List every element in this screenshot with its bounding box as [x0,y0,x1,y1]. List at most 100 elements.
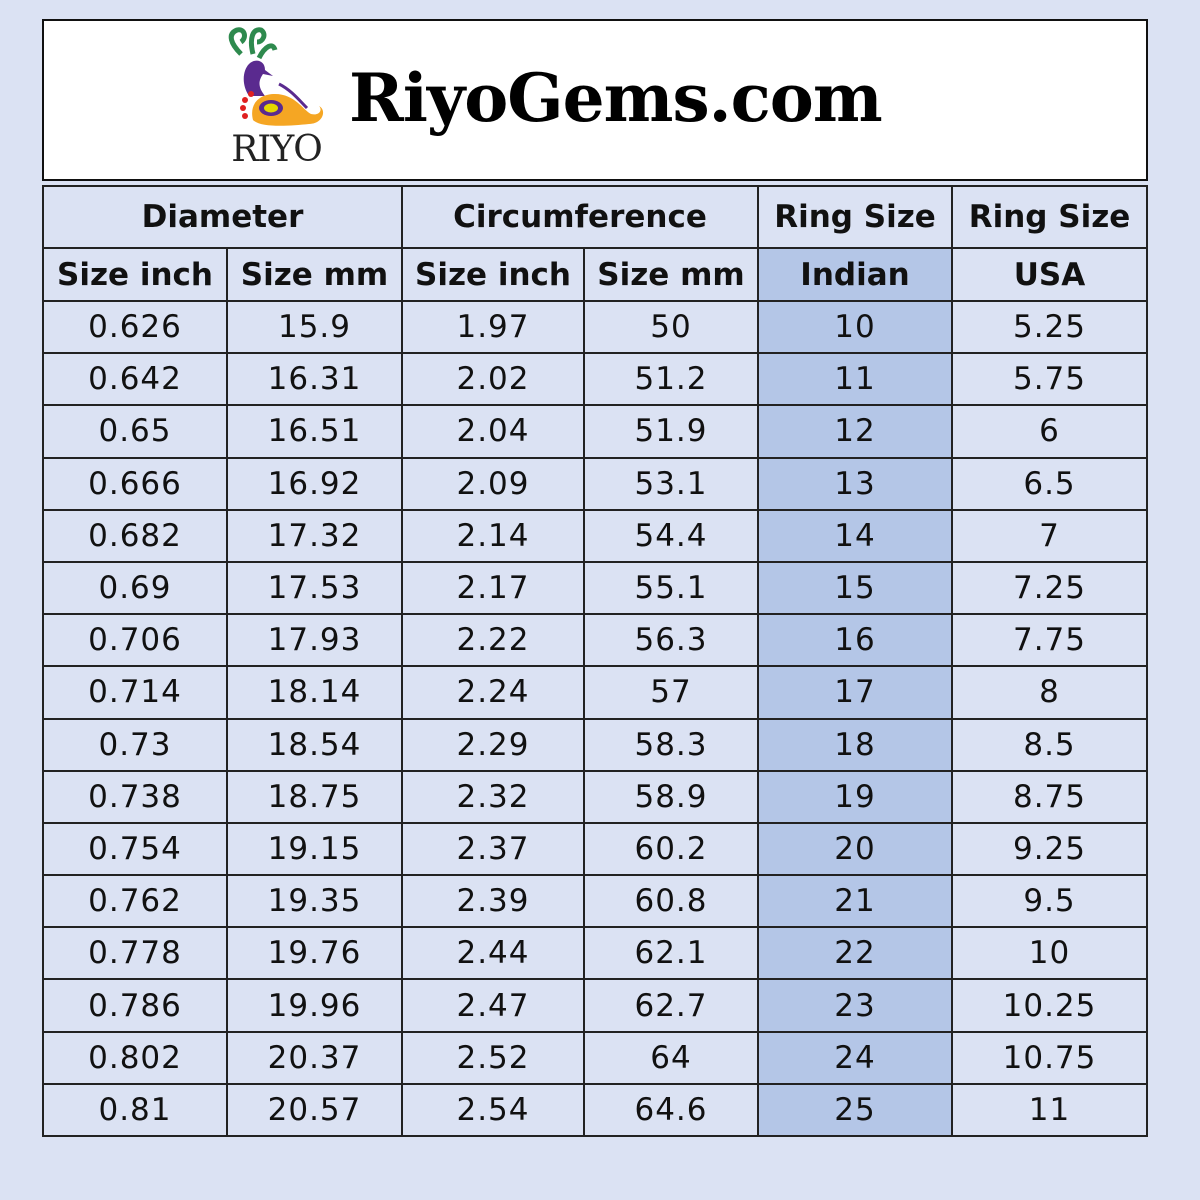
table-cell: 2.39 [401,874,585,929]
subheader-usa: USA [951,247,1148,302]
table-cell: 16.51 [226,404,403,459]
table-cell: 17.93 [226,613,403,668]
table-cell: 54.4 [583,508,759,563]
table-cell: 6 [951,404,1148,459]
table-cell: 15.9 [226,299,403,355]
table-cell: 2.47 [401,978,585,1033]
table-cell: 19 [757,769,953,824]
table-cell: 64.6 [583,1082,759,1138]
table-cell: 18.75 [226,769,403,824]
table-cell: 51.9 [583,404,759,459]
table-cell: 20 [757,821,953,877]
table-cell: 13 [757,456,953,511]
table-cell: 60.8 [583,874,759,929]
table-cell: 7.25 [951,560,1148,616]
table-cell: 2.02 [401,352,585,407]
table-cell: 11 [757,352,953,407]
header-ring-size-indian: Ring Size [757,185,953,249]
table-cell: 8.75 [951,769,1148,824]
table-cell: 19.76 [226,926,403,981]
table-row: 0.626 15.9 1.97 50 10 5.25 [42,299,1148,355]
table-cell: 0.73 [42,717,228,772]
table-cell: 58.3 [583,717,759,772]
subheader: Size mm [226,247,403,302]
table-cell: 50 [583,299,759,355]
table-cell: 7 [951,508,1148,563]
table-cell: 17.32 [226,508,403,563]
table-cell: 8 [951,665,1148,720]
table-cell: 10 [757,299,953,355]
table-cell: 9.25 [951,821,1148,877]
table-row: 0.786 19.96 2.47 62.7 23 10.25 [42,978,1148,1033]
table-cell: 60.2 [583,821,759,877]
brand-banner: RIYO RiyoGems.com [42,19,1148,181]
table-cell: 2.14 [401,508,585,563]
table-cell: 6.5 [951,456,1148,511]
table-cell: 18.14 [226,665,403,720]
table-cell: 0.81 [42,1082,228,1138]
table-cell: 0.706 [42,613,228,668]
table-cell: 53.1 [583,456,759,511]
table-cell: 0.754 [42,821,228,877]
table-cell: 0.802 [42,1030,228,1085]
table-cell: 24 [757,1030,953,1085]
peacock-icon [228,27,324,126]
table-cell: 21 [757,874,953,929]
table-cell: 14 [757,508,953,563]
subheader: Size mm [583,247,759,302]
table-cell: 19.35 [226,874,403,929]
table-cell: 18.54 [226,717,403,772]
table-cell: 56.3 [583,613,759,668]
table-cell: 16 [757,613,953,668]
table-cell: 2.22 [401,613,585,668]
table-cell: 2.52 [401,1030,585,1085]
logo-wordmark: RIYO [231,129,323,170]
table-cell: 2.09 [401,456,585,511]
table-row: 0.802 20.37 2.52 64 24 10.75 [42,1030,1148,1085]
table-row: 0.738 18.75 2.32 58.9 19 8.75 [42,769,1148,824]
table-cell: 15 [757,560,953,616]
table-cell: 0.65 [42,404,228,459]
table-cell: 64 [583,1030,759,1085]
table-cell: 2.37 [401,821,585,877]
table-cell: 5.75 [951,352,1148,407]
table-cell: 0.69 [42,560,228,616]
table-row: 0.65 16.51 2.04 51.9 12 6 [42,404,1148,459]
table-cell: 2.44 [401,926,585,981]
table-cell: 12 [757,404,953,459]
table-cell: 0.714 [42,665,228,720]
table-cell: 0.626 [42,299,228,355]
table-cell: 51.2 [583,352,759,407]
site-name: RiyoGems.com [349,59,883,137]
table-cell: 19.96 [226,978,403,1033]
table-cell: 0.666 [42,456,228,511]
table-cell: 2.29 [401,717,585,772]
table-cell: 58.9 [583,769,759,824]
table-row: 0.714 18.14 2.24 57 17 8 [42,665,1148,720]
table-cell: 62.1 [583,926,759,981]
table-cell: 23 [757,978,953,1033]
table-cell: 7.75 [951,613,1148,668]
table-cell: 55.1 [583,560,759,616]
table-cell: 57 [583,665,759,720]
table-cell: 0.778 [42,926,228,981]
table-cell: 16.31 [226,352,403,407]
table-cell: 0.738 [42,769,228,824]
table-cell: 2.32 [401,769,585,824]
table-cell: 5.25 [951,299,1148,355]
table-cell: 2.17 [401,560,585,616]
table-row: 0.69 17.53 2.17 55.1 15 7.25 [42,560,1148,616]
table-cell: 9.5 [951,874,1148,929]
table-row: 0.778 19.76 2.44 62.1 22 10 [42,926,1148,981]
table-cell: 1.97 [401,299,585,355]
table-cell: 62.7 [583,978,759,1033]
ring-size-table: Diameter Circumference Ring Size Ring Si… [42,185,1148,1138]
subheader: Size inch [401,247,585,302]
header-circumference: Circumference [401,185,759,249]
table-cell: 2.54 [401,1082,585,1138]
table-cell: 0.762 [42,874,228,929]
table-cell: 18 [757,717,953,772]
subheader: Size inch [42,247,228,302]
table-cell: 10.25 [951,978,1148,1033]
table-cell: 2.24 [401,665,585,720]
